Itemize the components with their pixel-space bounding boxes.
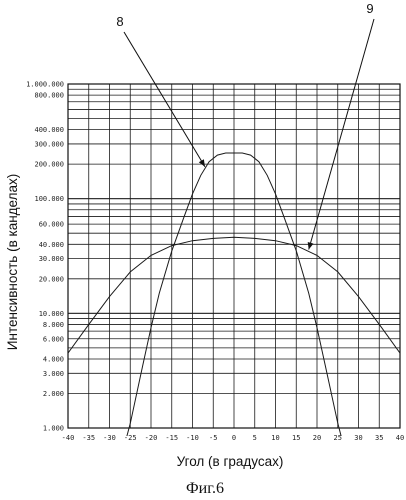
- series-line-9: [68, 236, 400, 354]
- x-tick-label: 35: [375, 434, 383, 442]
- callout-leader-8: [123, 31, 206, 167]
- y-tick-label: 60.000: [39, 221, 64, 229]
- x-tick-label: -5: [209, 434, 217, 442]
- y-axis-label: Интенсивность (в канделах): [5, 174, 20, 350]
- y-tick-label: 3.000: [43, 370, 64, 378]
- callout-arrowhead-8: [198, 159, 205, 167]
- x-tick-label: -20: [145, 434, 158, 442]
- grid: [67, 83, 401, 429]
- callout-leader-9: [308, 18, 375, 250]
- x-tick-label: 40: [396, 434, 404, 442]
- y-tick-label: 1.000.000: [26, 81, 64, 89]
- x-axis-label: Угол (в градусах): [177, 454, 284, 469]
- y-tick-label: 10.000: [39, 310, 64, 318]
- y-tick-label: 800.000: [34, 92, 64, 100]
- x-tick-label: 15: [292, 434, 300, 442]
- y-tick-labels: 1.000 2.000 3.000 4.000 6.000 8.000 10.000 20.0…: [26, 81, 64, 433]
- series-lines: [68, 152, 400, 436]
- y-tick-label: 8.000: [43, 321, 64, 329]
- figure-caption: Фиг.6: [186, 480, 224, 497]
- annotations: 89: [116, 1, 375, 250]
- y-tick-label: 4.000: [43, 355, 64, 363]
- y-tick-label: 2.000: [43, 390, 64, 398]
- y-tick-label: 200.000: [34, 161, 64, 169]
- y-tick-label: 1.000: [43, 425, 64, 433]
- series-line-8: [126, 152, 342, 436]
- x-tick-label: 10: [271, 434, 279, 442]
- x-tick-label: -30: [103, 434, 116, 442]
- x-tick-label: -40: [62, 434, 75, 442]
- x-tick-label: -15: [165, 434, 178, 442]
- y-tick-label: 30.000: [39, 255, 64, 263]
- x-tick-label: 5: [253, 434, 257, 442]
- x-tick-label: 25: [334, 434, 342, 442]
- callout-label-9: 9: [366, 1, 373, 16]
- x-tick-label: 30: [354, 434, 362, 442]
- x-tick-label: 0: [232, 434, 236, 442]
- y-tick-label: 40.000: [39, 241, 64, 249]
- y-tick-label: 6.000: [43, 335, 64, 343]
- x-tick-label: -10: [186, 434, 199, 442]
- x-tick-label: 20: [313, 434, 321, 442]
- plot-frame: [67, 83, 401, 429]
- x-tick-label: -35: [82, 434, 95, 442]
- callout-arrowhead-9: [307, 242, 314, 250]
- y-tick-label: 300.000: [34, 140, 64, 148]
- x-tick-label: -25: [124, 434, 137, 442]
- y-tick-label: 100.000: [34, 195, 64, 203]
- callout-label-8: 8: [116, 14, 123, 29]
- y-tick-label: 400.000: [34, 126, 64, 134]
- y-tick-label: 20.000: [39, 275, 64, 283]
- x-tick-labels: -40 -35 -30 -25 -20 -15 -10 -5 0 5 10 15 20 25 30 35 40: [62, 434, 405, 442]
